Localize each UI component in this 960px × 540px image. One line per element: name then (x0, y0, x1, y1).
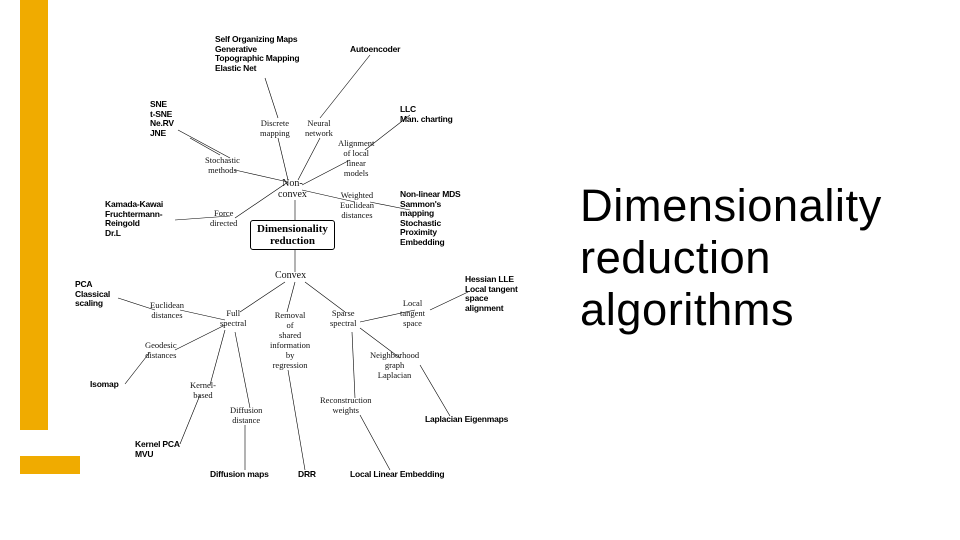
leaf-hessian-group: Hessian LLELocal tangentspacealignment (465, 275, 518, 313)
node-diffusion-distance: Diffusiondistance (230, 405, 262, 425)
leaf-autoencoder: Autoencoder (350, 45, 400, 55)
leaf-kamada-group: Kamada-KawaiFruchtermann-ReingoldDr.L (105, 200, 163, 238)
leaf-som-group: Self Organizing MapsGenerativeTopographi… (215, 35, 299, 73)
node-removal-shared: Removalofsharedinformationbyregression (270, 310, 310, 370)
node-local-tangent: Localtangentspace (400, 298, 425, 328)
leaf-kernel-pca-group: Kernel PCAMVU (135, 440, 180, 459)
title-line-1: Dimensionality (580, 180, 882, 231)
slide-title: Dimensionality reduction algorithms (580, 180, 882, 336)
leaf-nonlinear-mds: Non-linear MDSSammon'smappingStochasticP… (400, 190, 460, 247)
root-label-1: Dimensionality (257, 223, 328, 235)
title-line-3: algorithms (580, 284, 794, 335)
node-neighborhood-laplacian: NeighborhoodgraphLaplacian (370, 350, 419, 380)
leaf-laplacian-eigenmaps: Laplacian Eigenmaps (425, 415, 508, 425)
root-label-2: reduction (270, 235, 315, 247)
node-convex: Convex (275, 270, 306, 281)
node-euclidean-distances: Euclideandistances (150, 300, 184, 320)
root-node: Dimensionality reduction (250, 220, 335, 250)
leaf-pca-group: PCAClassicalscaling (75, 280, 110, 309)
node-full-spectral: Fullspectral (220, 308, 246, 328)
leaf-llc-group: LLCMan. charting (400, 105, 453, 124)
leaf-diffusion-maps: Diffusion maps (210, 470, 269, 480)
node-alignment-local: Alignmentof locallinearmodels (338, 138, 374, 178)
node-kernel-based: Kernel-based (190, 380, 216, 400)
node-force-directed: Forcedirected (210, 208, 237, 228)
node-discrete-mapping: Discretemapping (260, 118, 290, 138)
accent-bar-vertical (20, 0, 48, 430)
title-line-2: reduction (580, 232, 771, 283)
node-nonconvex: Non-convex (278, 178, 307, 200)
node-stochastic-methods: Stochasticmethods (205, 155, 240, 175)
node-sparse-spectral: Sparsespectral (330, 308, 356, 328)
node-neural-network: Neuralnetwork (305, 118, 333, 138)
node-geodesic-distances: Geodesicdistances (145, 340, 177, 360)
node-weighted-euclidean: WeightedEuclideandistances (340, 190, 374, 220)
leaf-lle: Local Linear Embedding (350, 470, 444, 480)
leaf-drr: DRR (298, 470, 316, 480)
leaf-sne-group: SNEt-SNENe.RVJNE (150, 100, 174, 138)
taxonomy-diagram: Dimensionality reduction Non-convex Stoc… (70, 20, 550, 520)
leaf-isomap: Isomap (90, 380, 119, 390)
node-reconstruction-weights: Reconstructionweights (320, 395, 371, 415)
